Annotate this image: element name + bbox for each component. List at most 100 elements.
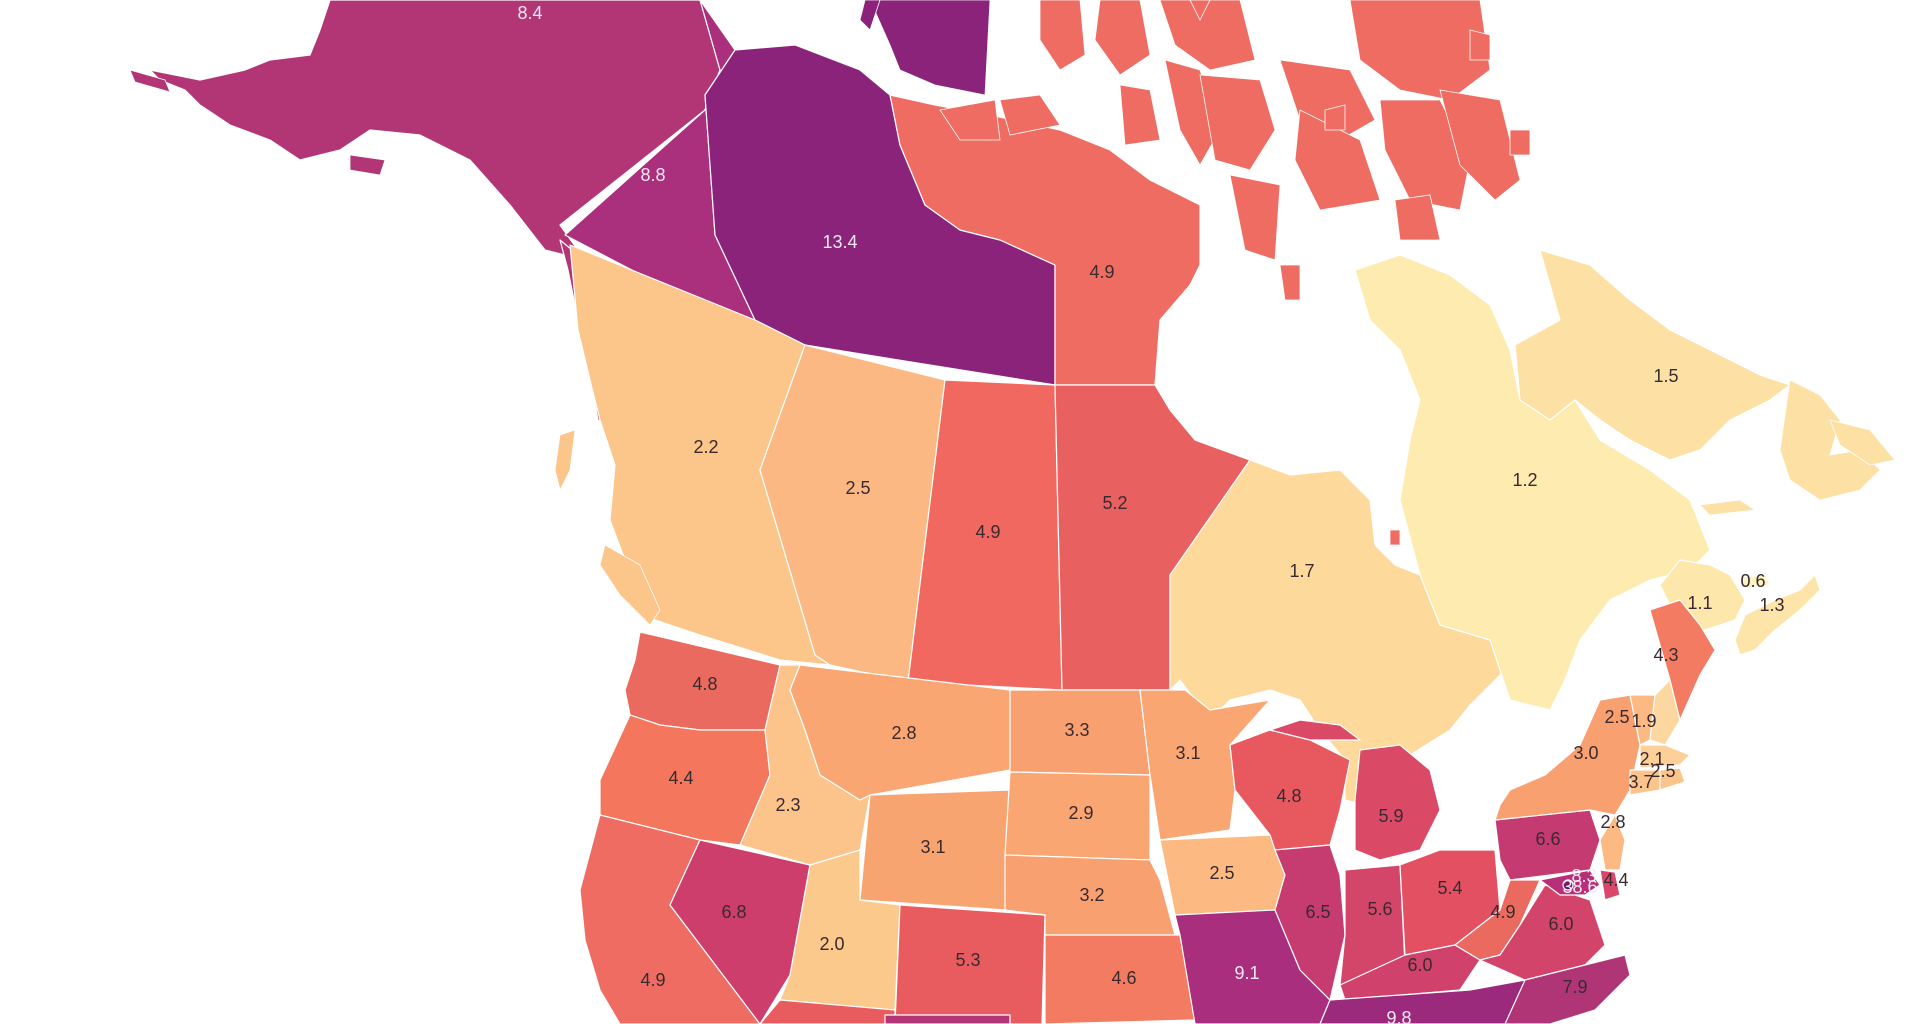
label-new-york: 3.0: [1573, 743, 1598, 763]
label-kentucky: 6.0: [1407, 955, 1432, 975]
region-arizona[interactable]: [759, 999, 896, 1024]
label-indiana: 5.6: [1367, 899, 1392, 919]
label-utah: 2.0: [819, 934, 844, 954]
label-british-columbia: 2.2: [693, 437, 718, 457]
label-california: 4.9: [640, 970, 665, 990]
label-new-hampshire: 1.9: [1631, 711, 1656, 731]
nunavut-island: [999, 94, 1061, 136]
nunavut-island: [1509, 129, 1531, 156]
region-delaware[interactable]: [1599, 869, 1621, 901]
label-maine: 4.3: [1653, 645, 1678, 665]
label-ohio: 5.4: [1437, 878, 1462, 898]
anticosti: [1699, 499, 1757, 516]
label-kansas: 4.6: [1111, 968, 1136, 988]
region-maine[interactable]: [1649, 599, 1716, 721]
label-new-brunswick: 1.1: [1687, 593, 1712, 613]
region-new-hampshire[interactable]: [1649, 679, 1681, 746]
nunavut-island: [1469, 29, 1491, 61]
label-pennsylvania: 6.6: [1535, 829, 1560, 849]
region-rhode-island[interactable]: [1659, 767, 1686, 791]
label-maryland: 8.3: [1571, 866, 1596, 886]
nunavut-island: [1279, 264, 1301, 301]
label-ontario: 1.7: [1289, 561, 1314, 581]
region-oklahoma[interactable]: [884, 1014, 1011, 1024]
label-minnesota: 3.1: [1175, 743, 1200, 763]
label-iowa: 2.5: [1209, 863, 1234, 883]
nunavut-island: [1189, 0, 1211, 21]
label-oregon: 4.4: [668, 768, 693, 788]
region-new-jersey[interactable]: [1599, 814, 1626, 871]
label-alaska: 8.4: [517, 3, 542, 23]
nunavut-island: [1164, 59, 1221, 166]
nunavut-island: [1379, 99, 1471, 211]
label-wyoming: 3.1: [920, 837, 945, 857]
region-new-york[interactable]: [1494, 694, 1641, 821]
label-nova-scotia: 1.3: [1759, 595, 1784, 615]
label-vermont: 2.5: [1604, 707, 1629, 727]
label-montana: 2.8: [891, 723, 916, 743]
region-massachusetts[interactable]: [1639, 744, 1691, 769]
label-nunavut: 4.9: [1089, 262, 1114, 282]
label-alberta: 2.5: [845, 478, 870, 498]
region-nova-scotia[interactable]: [1734, 574, 1821, 656]
label-illinois: 6.5: [1305, 902, 1330, 922]
nwt-island: [859, 0, 881, 31]
region-nevada[interactable]: [669, 839, 811, 1024]
value-labels: 8.4 8.8 13.4 4.9 2.2 2.5 4.9 5.2 1.7 1.2…: [517, 3, 1784, 1024]
label-virginia: 6.0: [1548, 914, 1573, 934]
label-wisconsin: 4.8: [1276, 786, 1301, 806]
region-north-carolina[interactable]: [1504, 954, 1631, 1024]
region-newfoundland-labrador[interactable]: [1514, 249, 1791, 461]
region-quebec[interactable]: [1354, 254, 1711, 711]
region-michigan-upper: [1269, 719, 1361, 741]
newfoundland-island: [1779, 379, 1881, 501]
label-missouri: 9.1: [1234, 963, 1259, 983]
label-manitoba: 5.2: [1102, 493, 1127, 513]
newfoundland-island: [1829, 419, 1896, 466]
nunavut-island: [939, 99, 1001, 141]
nunavut-island: [1039, 0, 1086, 71]
label-south-dakota: 2.9: [1068, 803, 1093, 823]
label-delaware: 4.4: [1603, 870, 1628, 890]
nunavut-island: [1294, 109, 1381, 211]
nunavut-island: [1119, 84, 1161, 146]
nunavut-island: [1394, 194, 1441, 241]
label-north-carolina: 7.9: [1562, 977, 1587, 997]
region-prince-edward-island[interactable]: [1739, 574, 1771, 589]
label-newfoundland-labrador: 1.5: [1653, 366, 1678, 386]
bc-island: [554, 429, 576, 492]
alaska-island: [349, 154, 386, 176]
label-new-jersey: 2.8: [1600, 812, 1625, 832]
label-northwest-territories: 13.4: [822, 232, 857, 252]
label-tennessee: 9.8: [1386, 1008, 1411, 1024]
label-north-dakota: 3.3: [1064, 720, 1089, 740]
label-saskatchewan: 4.9: [975, 522, 1000, 542]
label-washington: 4.8: [692, 674, 717, 694]
bc-island: [599, 544, 661, 626]
label-connecticut: 3.7: [1628, 772, 1653, 792]
nwt-island: [869, 0, 991, 96]
region-district-of-columbia[interactable]: [1562, 879, 1574, 891]
nunavut-island: [1159, 0, 1256, 71]
label-west-virginia: 4.9: [1490, 902, 1515, 922]
alaska-island: [129, 69, 171, 93]
nunavut-island: [1324, 104, 1346, 131]
region-michigan[interactable]: [1354, 744, 1441, 861]
nunavut-island: [1389, 529, 1401, 546]
label-rhode-island: 2.5: [1650, 761, 1675, 781]
label-nebraska: 3.2: [1079, 885, 1104, 905]
nunavut-island: [1229, 174, 1281, 261]
label-district-of-columbia: 38.6: [1562, 877, 1597, 897]
label-quebec: 1.2: [1512, 470, 1537, 490]
nunavut-island: [1199, 74, 1276, 171]
label-colorado: 5.3: [955, 950, 980, 970]
region-colorado[interactable]: [894, 904, 1046, 1024]
region-alaska[interactable]: [149, 0, 721, 261]
label-michigan: 5.9: [1378, 806, 1403, 826]
nunavut-island: [1094, 0, 1151, 76]
nunavut-island: [1439, 89, 1521, 201]
label-prince-edward-island: 0.6: [1740, 571, 1765, 591]
nunavut-island: [1349, 0, 1491, 101]
label-massachusetts: 2.1: [1639, 749, 1664, 769]
